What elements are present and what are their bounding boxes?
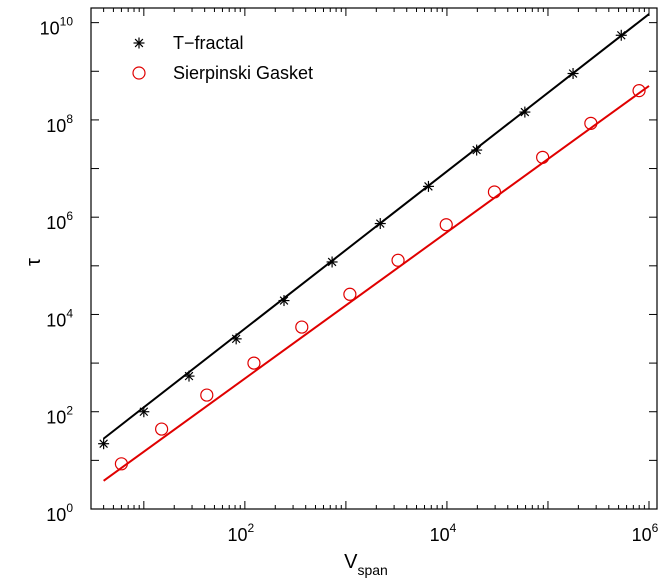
marker-stroke [424, 182, 433, 191]
data-point-t-fractal [98, 438, 110, 450]
x-tick-label: 102 [228, 521, 255, 545]
data-point-t-fractal [230, 333, 242, 345]
data-point-t-fractal [374, 218, 386, 230]
marker-stroke [520, 107, 530, 117]
data-point-sierpinski-gasket [439, 218, 453, 232]
data-point-sierpinski-gasket [391, 253, 405, 267]
marker-stroke [568, 69, 578, 78]
marker-stroke [184, 371, 194, 381]
legend-label-t-fractal: T−fractal [173, 33, 244, 53]
x-axis-label-subscript: span [357, 562, 387, 578]
data-point-sierpinski-gasket [247, 356, 261, 370]
y-tick-label-base: 10 [40, 19, 60, 39]
data-point-t-fractal [138, 406, 150, 418]
y-tick-label: 104 [46, 306, 73, 330]
data-point-sierpinski-gasket [584, 116, 598, 130]
legend: T−fractal Sierpinski Gasket [132, 33, 313, 83]
data-point-t-fractal [519, 106, 531, 118]
y-tick-label-base: 10 [46, 213, 66, 233]
y-tick-label-base: 10 [46, 310, 66, 330]
legend-marker-t-fractal [133, 37, 145, 49]
data-point-t-fractal [422, 180, 434, 192]
marker-stroke [327, 257, 337, 267]
series-sierpinski-gasket [103, 84, 650, 482]
legend-circle [132, 66, 146, 80]
y-axis-label: τ [23, 258, 45, 266]
y-tick-label-exp: 8 [66, 112, 73, 126]
x-tick-label-exp: 6 [652, 521, 659, 535]
legend-marker-sierpinski-gasket [132, 66, 146, 80]
data-point-sierpinski-gasket [343, 287, 357, 301]
y-tick-label: 106 [46, 209, 73, 233]
marker-stroke [616, 30, 626, 40]
y-tick-label: 102 [46, 404, 73, 428]
marker-stroke [375, 219, 385, 228]
x-tick-label: 104 [430, 521, 457, 545]
marker-stroke [472, 145, 481, 155]
fit-line-sierpinski-gasket [103, 85, 650, 482]
data-point-sierpinski-gasket [536, 150, 550, 164]
x-axis-label: Vspan [344, 551, 388, 578]
data-point-sierpinski-gasket [155, 422, 169, 436]
x-axis-label-main: V [344, 551, 358, 573]
y-tick-label: 100 [46, 501, 73, 525]
marker-stroke [139, 407, 149, 417]
legend-asterisk [133, 37, 145, 49]
data-point-sierpinski-gasket [114, 457, 129, 471]
data-point-t-fractal [471, 144, 483, 156]
y-tick-label-exp: 10 [60, 15, 74, 29]
y-tick-label-exp: 6 [66, 209, 73, 223]
y-tick-label-exp: 0 [66, 501, 73, 515]
data-point-t-fractal [183, 370, 195, 382]
marker-stroke [231, 334, 241, 344]
y-tick-label-exp: 4 [66, 306, 73, 320]
data-point-t-fractal [615, 29, 627, 41]
data-point-t-fractal [567, 68, 579, 80]
x-tick-label-base: 10 [228, 525, 248, 545]
series-t-fractal [98, 13, 650, 450]
x-tick-label-base: 10 [632, 525, 652, 545]
marker-stroke [134, 38, 144, 48]
data-point-t-fractal [278, 295, 290, 307]
axis-ticks [90, 8, 657, 510]
y-tick-label: 1010 [40, 15, 74, 39]
data-point-sierpinski-gasket [295, 320, 309, 334]
series-layer [98, 13, 650, 482]
x-tick-label-exp: 2 [248, 521, 255, 535]
data-point-t-fractal [326, 256, 338, 268]
y-tick-label-base: 10 [46, 408, 66, 428]
x-tick-label-exp: 4 [450, 521, 457, 535]
data-point-sierpinski-gasket [200, 388, 214, 402]
data-point-sierpinski-gasket [632, 84, 646, 98]
x-tick-label-base: 10 [430, 525, 450, 545]
data-point-sierpinski-gasket [487, 185, 502, 199]
y-tick-label-base: 10 [46, 505, 66, 525]
marker-stroke [99, 439, 108, 449]
y-tick-label-base: 10 [46, 116, 66, 136]
marker-stroke [279, 296, 289, 305]
plot-frame [90, 7, 658, 510]
legend-label-sierpinski-gasket: Sierpinski Gasket [173, 63, 313, 83]
x-tick-label: 106 [632, 521, 659, 545]
y-tick-label: 108 [46, 112, 73, 136]
fit-line-t-fractal [103, 13, 650, 440]
y-tick-label-exp: 2 [66, 404, 73, 418]
